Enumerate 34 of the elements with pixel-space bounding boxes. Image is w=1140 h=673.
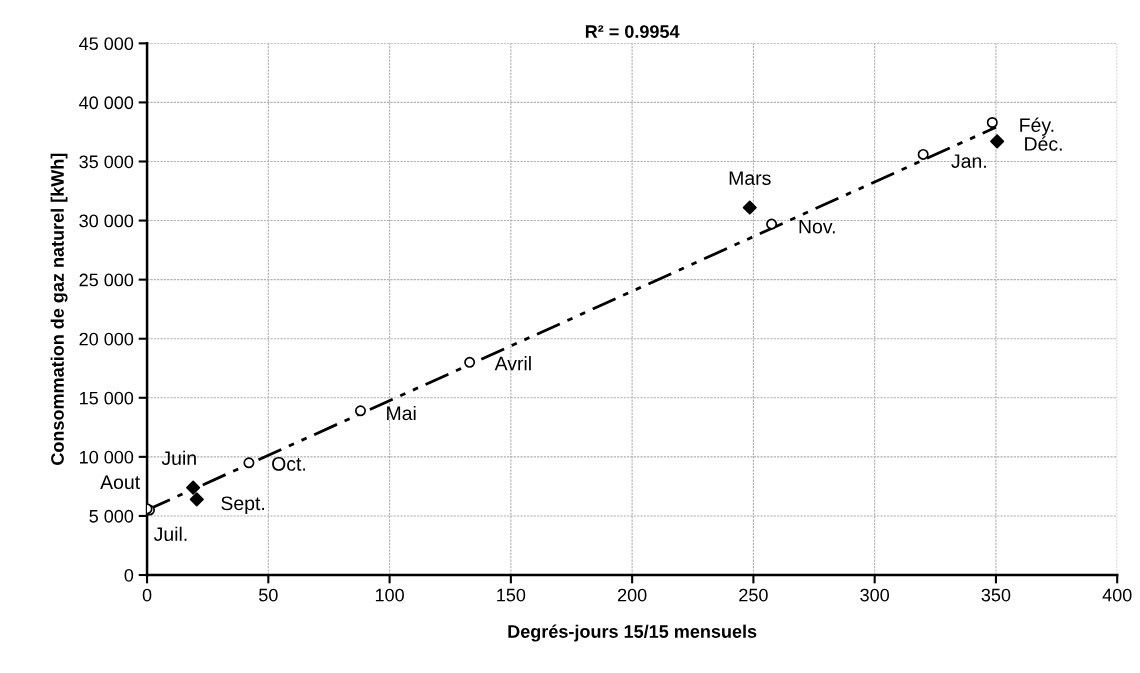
annotation: Nov.	[799, 219, 835, 234]
chart-title: R² = 0.9954	[585, 25, 680, 38]
annotation: Oct.	[272, 457, 306, 471]
annotation: Déc.	[1025, 136, 1062, 151]
annotation: Sept.	[221, 496, 265, 515]
annotation: Mars	[729, 171, 771, 186]
annotation: Mai	[387, 405, 416, 421]
x-tick-label: 50	[259, 588, 278, 602]
x-tick-label: 300	[860, 588, 890, 602]
y-tick-label: 20 000	[79, 332, 134, 346]
annotation: Aout	[100, 475, 140, 490]
y-tick-label: 10 000	[80, 450, 134, 464]
annotation: Jan.	[951, 154, 986, 168]
x-tick-label: 250	[739, 588, 768, 602]
y-axis-title: Consommation de gaz naturel [kWh]	[50, 153, 68, 465]
annotation: Juin	[161, 450, 196, 466]
y-tick-label: 45 000	[79, 37, 134, 51]
x-tick-label: 100	[375, 588, 404, 602]
x-axis-title: Degrés-jours 15/15 mensuels	[508, 624, 757, 642]
annotation: Féy.	[1020, 117, 1054, 136]
y-tick-label: 0	[124, 568, 134, 582]
y-tick-label: 40 000	[79, 96, 134, 110]
x-tick-label: 0	[142, 588, 152, 602]
x-tick-label: 150	[497, 588, 526, 602]
y-tick-label: 15 000	[80, 391, 134, 405]
x-tick-label: 400	[1102, 588, 1132, 602]
annotation: Juil.	[153, 526, 187, 541]
y-tick-label: 30 000	[79, 214, 134, 228]
y-tick-label: 5 000	[89, 509, 134, 523]
y-tick-label: 35 000	[79, 155, 134, 169]
x-tick-label: 350	[981, 588, 1011, 602]
x-tick-label: 200	[617, 588, 647, 602]
annotation: Avril	[494, 356, 531, 371]
y-tick-label: 25 000	[79, 273, 134, 287]
